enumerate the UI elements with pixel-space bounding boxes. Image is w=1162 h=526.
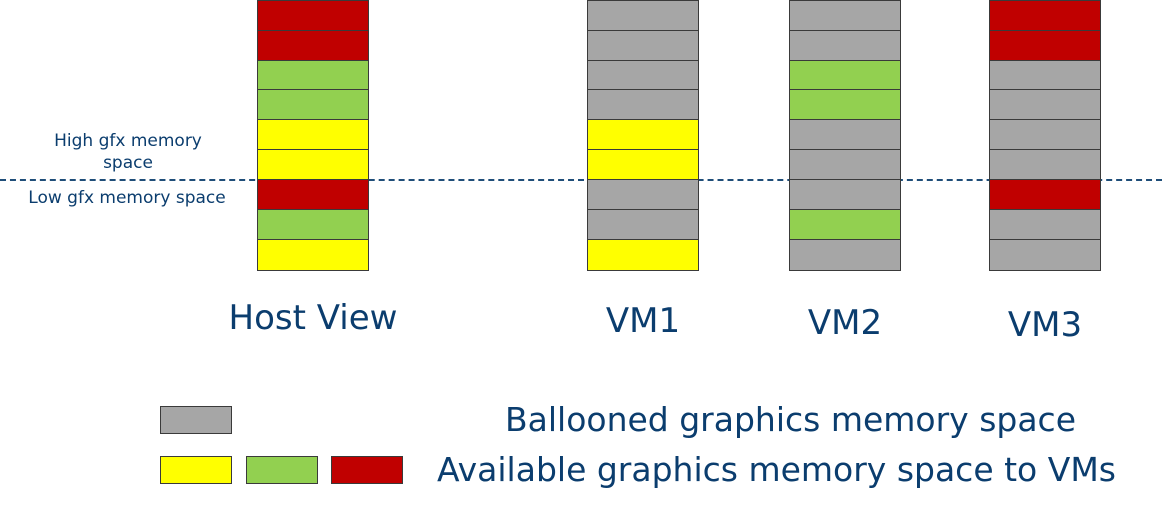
memory-block-green [789, 209, 901, 241]
memory-block-green [257, 209, 369, 241]
memory-block-ballooned [587, 0, 699, 31]
label-host-view: Host View [228, 298, 398, 338]
legend-swatch-red [331, 456, 403, 484]
memory-block-green [789, 89, 901, 121]
memory-block-yellow [257, 148, 369, 180]
memory-block-ballooned [789, 148, 901, 180]
memory-block-ballooned [989, 148, 1101, 180]
high-space-text: High gfx memory space [54, 131, 202, 173]
legend-swatch-green [246, 456, 318, 484]
memory-block-ballooned [989, 119, 1101, 150]
memory-block-ballooned [789, 29, 901, 61]
memory-block-red [257, 178, 369, 211]
memory-block-ballooned [989, 59, 1101, 91]
legend-swatch-ballooned [160, 406, 232, 434]
memory-block-ballooned [587, 178, 699, 211]
memory-block-yellow [587, 148, 699, 180]
memory-block-ballooned [587, 29, 699, 61]
memory-block-ballooned [587, 89, 699, 121]
memory-block-yellow [587, 119, 699, 150]
memory-block-yellow [257, 119, 369, 150]
label-vm3: VM3 [1007, 305, 1083, 345]
memory-block-green [789, 59, 901, 91]
memory-block-ballooned [587, 59, 699, 91]
column-vm1 [587, 0, 699, 271]
memory-block-red [257, 29, 369, 61]
memory-block-ballooned [989, 89, 1101, 121]
divider-line [0, 179, 1162, 181]
memory-block-ballooned [789, 0, 901, 31]
memory-block-yellow [587, 239, 699, 271]
memory-block-red [989, 178, 1101, 211]
memory-block-red [989, 0, 1101, 31]
memory-block-green [257, 89, 369, 121]
high-space-label: High gfx memory space [30, 130, 226, 174]
label-vm2: VM2 [807, 303, 883, 343]
legend-ballooned-text: Ballooned graphics memory space [505, 400, 1077, 439]
legend-available-text: Available graphics memory space to VMs [437, 450, 1116, 489]
low-space-label: Low gfx memory space [28, 188, 226, 208]
memory-block-ballooned [989, 209, 1101, 241]
column-vm3 [989, 0, 1101, 271]
memory-block-green [257, 59, 369, 91]
column-vm2 [789, 0, 901, 271]
column-host-view [257, 0, 369, 271]
legend-swatch-yellow [160, 456, 232, 484]
memory-block-ballooned [989, 239, 1101, 271]
memory-block-ballooned [789, 239, 901, 271]
memory-block-ballooned [587, 209, 699, 241]
memory-block-ballooned [789, 178, 901, 211]
memory-block-yellow [257, 239, 369, 271]
memory-block-red [257, 0, 369, 31]
label-vm1: VM1 [605, 301, 681, 341]
memory-block-red [989, 29, 1101, 61]
memory-block-ballooned [789, 119, 901, 150]
